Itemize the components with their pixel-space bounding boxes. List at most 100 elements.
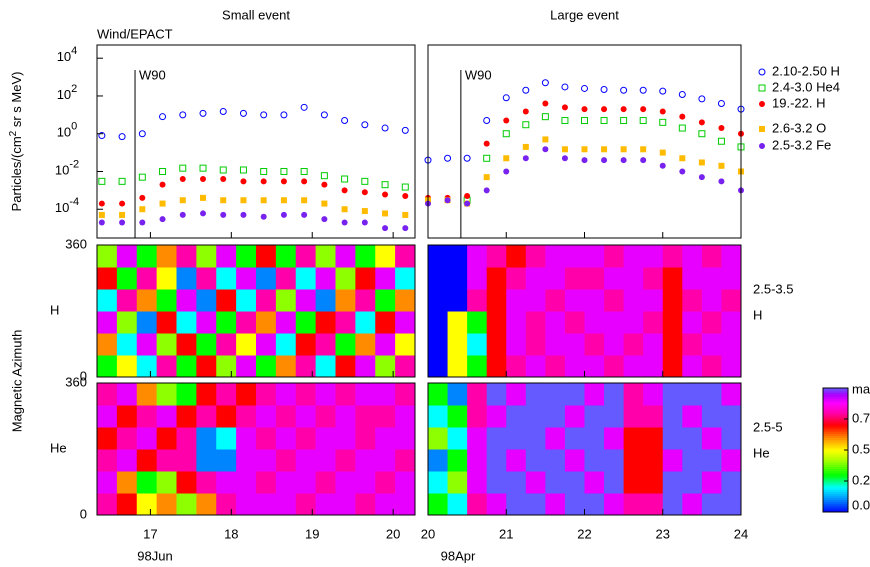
x-tick-label: 21 bbox=[499, 526, 513, 541]
heatmap-cell bbox=[486, 267, 507, 290]
data-point bbox=[659, 108, 666, 115]
colorbar-segment bbox=[823, 474, 848, 478]
heatmap-cell bbox=[447, 427, 468, 450]
data-point bbox=[280, 211, 287, 218]
heatmap-cell bbox=[256, 245, 277, 268]
y-tick-exponent: 4 bbox=[71, 45, 77, 57]
heatmap-cell bbox=[721, 267, 742, 290]
heatmap-cell bbox=[355, 311, 376, 334]
heatmap-cell bbox=[176, 493, 197, 516]
annotation: Wind/EPACT bbox=[97, 26, 173, 41]
heatmap-cell bbox=[236, 245, 257, 268]
data-point bbox=[119, 200, 126, 207]
heatmap-cell bbox=[236, 289, 257, 312]
heatmap-cell bbox=[564, 449, 585, 472]
heatmap-cell bbox=[315, 471, 336, 494]
data-point bbox=[561, 83, 569, 91]
colorbar-segment bbox=[823, 427, 848, 430]
heatmap-cell bbox=[604, 311, 625, 334]
heatmap-cell bbox=[236, 493, 257, 516]
heatmap-cell bbox=[428, 493, 449, 516]
heatmap-cell bbox=[447, 267, 468, 290]
colorbar-segment bbox=[823, 406, 848, 410]
heatmap-cell bbox=[295, 427, 317, 450]
heatmap-cell bbox=[395, 267, 416, 290]
heatmap-cell bbox=[236, 267, 257, 290]
heatmap-cell bbox=[295, 449, 317, 472]
heatmap-cell bbox=[156, 355, 177, 378]
y-tick-label: 10-4 bbox=[55, 196, 79, 216]
heatmap-cell bbox=[623, 471, 644, 494]
colorbar-segment bbox=[823, 396, 848, 399]
legend-swatch bbox=[758, 68, 766, 76]
colorbar-segment bbox=[823, 487, 848, 490]
heatmap-cell bbox=[604, 449, 625, 472]
data-point bbox=[561, 117, 569, 125]
colorbar-segment bbox=[823, 452, 848, 455]
heatmap-cell bbox=[623, 427, 644, 450]
heatmap-cell bbox=[395, 405, 416, 428]
heatmap-cell bbox=[545, 311, 566, 334]
heatmap-cell bbox=[584, 355, 605, 378]
heatmap-cell bbox=[315, 355, 336, 378]
colorbar-label: max bbox=[852, 381, 870, 396]
heatmap-cell bbox=[216, 405, 237, 428]
y-tick-exponent: 2 bbox=[71, 83, 77, 95]
species-label: H bbox=[50, 302, 59, 317]
event-label: W90 bbox=[139, 67, 166, 82]
data-point bbox=[159, 167, 167, 175]
heatmap-cell bbox=[525, 471, 546, 494]
heatmap-cell bbox=[275, 267, 297, 290]
heatmap-cell bbox=[116, 311, 138, 334]
heatmap-cell bbox=[525, 311, 546, 334]
heatmap-cell bbox=[97, 405, 118, 428]
data-point bbox=[542, 136, 549, 143]
heatmap-cell bbox=[467, 471, 488, 494]
data-point bbox=[220, 175, 227, 182]
heatmap-cell bbox=[176, 449, 197, 472]
heatmap-cell bbox=[506, 311, 527, 334]
heatmap-cell bbox=[116, 383, 138, 406]
heatmap-cell bbox=[335, 311, 356, 334]
colorbar-segment bbox=[823, 412, 848, 416]
colorbar-segment bbox=[823, 441, 848, 445]
heatmap-cell bbox=[447, 245, 468, 268]
heatmap-cell bbox=[486, 449, 507, 472]
heatmap-cell bbox=[136, 383, 158, 406]
colorbar-segment bbox=[823, 408, 848, 412]
heatmap-cell bbox=[545, 427, 566, 450]
heatmap-cell bbox=[116, 449, 138, 472]
heatmap-cell bbox=[395, 493, 416, 516]
heatmap-cell bbox=[335, 245, 356, 268]
data-point bbox=[698, 119, 705, 126]
heatmap-cell bbox=[467, 493, 488, 516]
colorbar-label: 0.0 bbox=[852, 497, 870, 512]
heatmap-cell bbox=[584, 289, 605, 312]
heatmap-cell bbox=[682, 333, 703, 356]
colorbar-segment bbox=[823, 468, 848, 472]
x-tick-label: 20 bbox=[421, 526, 435, 541]
data-point bbox=[620, 146, 627, 153]
data-point bbox=[659, 118, 667, 126]
legend-swatch bbox=[759, 143, 765, 149]
colorbar-segment bbox=[823, 414, 848, 418]
data-point bbox=[600, 85, 608, 93]
heatmap-cell bbox=[447, 493, 468, 516]
data-point bbox=[301, 178, 308, 185]
heatmap-cell bbox=[275, 383, 297, 406]
colorbar-segment bbox=[823, 447, 848, 451]
data-point bbox=[301, 197, 308, 204]
heatmap-cell bbox=[545, 471, 566, 494]
heatmap-cell bbox=[467, 333, 488, 356]
data-point bbox=[382, 191, 389, 198]
heatmap-cell bbox=[701, 355, 722, 378]
heatmap-cell bbox=[721, 311, 742, 334]
data-point bbox=[118, 177, 126, 185]
data-point bbox=[240, 178, 247, 185]
legend-label: 2.4-3.0 He4 bbox=[772, 79, 840, 94]
heatmap-cell bbox=[315, 383, 336, 406]
heatmap-cell bbox=[486, 245, 507, 268]
heatmap-cell bbox=[682, 427, 703, 450]
heatmap-cell bbox=[701, 333, 722, 356]
data-point bbox=[361, 219, 368, 226]
